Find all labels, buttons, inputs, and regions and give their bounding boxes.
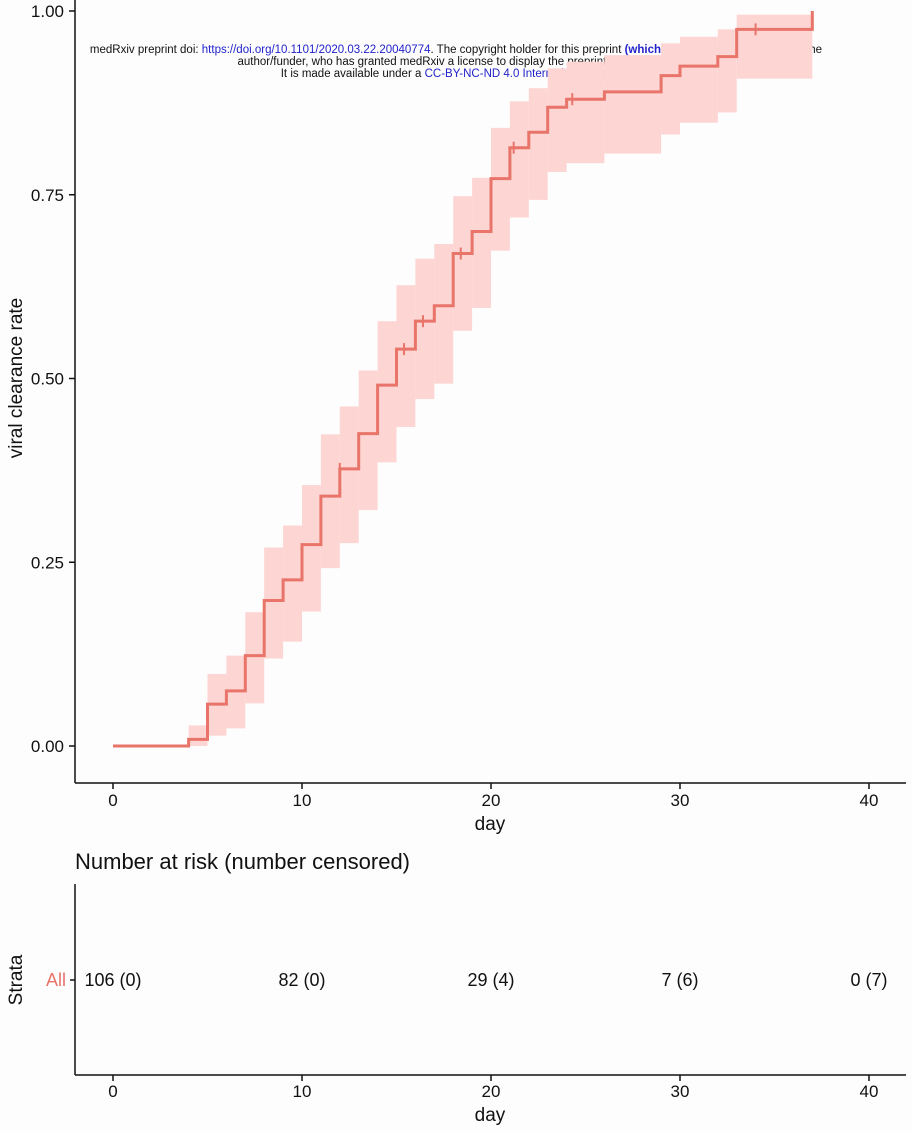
ci-band-segment bbox=[547, 68, 567, 172]
y-tick-label: 1.00 bbox=[31, 2, 64, 21]
risk-cells: 106 (0) 82 (0) 29 (4) 7 (6) 0 (7) bbox=[84, 970, 887, 990]
x-tick-label: 30 bbox=[671, 791, 690, 810]
risk-cell: 7 (6) bbox=[661, 970, 698, 990]
ci-band-segment bbox=[566, 61, 605, 164]
risk-x-axis-title: day bbox=[475, 1105, 506, 1126]
ci-band-segment bbox=[680, 36, 718, 123]
x-tick-label: 0 bbox=[108, 791, 117, 810]
x-tick-label: 10 bbox=[293, 791, 312, 810]
survival-curve-layer bbox=[113, 11, 814, 748]
ci-band-segment bbox=[528, 88, 548, 200]
y-tick-label: 0.00 bbox=[31, 737, 64, 756]
ci-band-segment bbox=[434, 243, 454, 384]
risk-cell: 82 (0) bbox=[278, 970, 325, 990]
ci-band-segment bbox=[472, 177, 491, 308]
ci-band-segment bbox=[283, 525, 302, 642]
ci-band-segment bbox=[717, 29, 737, 113]
censor-marks-layer bbox=[338, 23, 757, 475]
ci-band-segment bbox=[396, 285, 416, 428]
risk-x-tick-label: 0 bbox=[108, 1082, 117, 1101]
ci-band-segment bbox=[188, 725, 208, 746]
risk-table-title: Number at risk (number censored) bbox=[75, 849, 410, 874]
y-tick-label: 0.25 bbox=[31, 553, 64, 572]
x-tick-label: 20 bbox=[482, 791, 501, 810]
ci-band-segment bbox=[415, 258, 435, 400]
ci-band-segment bbox=[264, 547, 284, 659]
ci-band-segment bbox=[320, 434, 340, 569]
y-ticks: 0.00 0.25 0.50 0.75 1.00 bbox=[31, 2, 75, 756]
ci-band-segment bbox=[358, 370, 378, 511]
km-plot-area: 0.00 0.25 0.50 0.75 1.00 0 10 20 30 40 day viral… bbox=[6, 0, 906, 835]
x-tick-label: 40 bbox=[860, 791, 879, 810]
confidence-band-layer bbox=[188, 14, 813, 746]
doi-link[interactable]: https://doi.org/10.1101/2020.03.22.20040… bbox=[201, 44, 431, 56]
ci-band-segment bbox=[491, 127, 510, 251]
risk-table: Number at risk (number censored) Strata … bbox=[6, 849, 906, 1126]
ci-band-segment bbox=[245, 612, 265, 704]
ci-band-segment bbox=[509, 101, 529, 218]
risk-x-tick-label: 10 bbox=[293, 1082, 312, 1101]
y-tick-label: 0.75 bbox=[31, 186, 64, 205]
risk-x-tick-label: 40 bbox=[860, 1082, 879, 1101]
risk-x-tick-label: 30 bbox=[671, 1082, 690, 1101]
ci-band-segment bbox=[661, 43, 680, 135]
ci-band-segment bbox=[453, 196, 473, 331]
ci-band-segment bbox=[377, 321, 397, 463]
strata-label-all: All bbox=[46, 970, 66, 990]
x-ticks: 0 10 20 30 40 bbox=[108, 783, 878, 810]
risk-cell: 0 (7) bbox=[850, 970, 887, 990]
header-line-2: author/funder, who has granted medRxiv a… bbox=[237, 56, 675, 68]
ci-band-segment bbox=[302, 485, 321, 612]
risk-cell: 106 (0) bbox=[84, 970, 141, 990]
y-tick-label: 0.50 bbox=[31, 370, 64, 389]
risk-cell: 29 (4) bbox=[467, 970, 514, 990]
risk-x-tick-label: 20 bbox=[482, 1082, 501, 1101]
survival-curve bbox=[113, 11, 814, 748]
risk-x-ticks: 0 10 20 30 40 bbox=[108, 1075, 878, 1101]
risk-strata-axis-title: Strata bbox=[6, 954, 27, 1005]
ci-band-segment bbox=[736, 14, 813, 79]
ci-band-segment bbox=[604, 55, 662, 154]
ci-band-segment bbox=[339, 406, 359, 544]
x-axis-title: day bbox=[475, 814, 506, 835]
y-axis-title: viral clearance rate bbox=[6, 298, 27, 459]
